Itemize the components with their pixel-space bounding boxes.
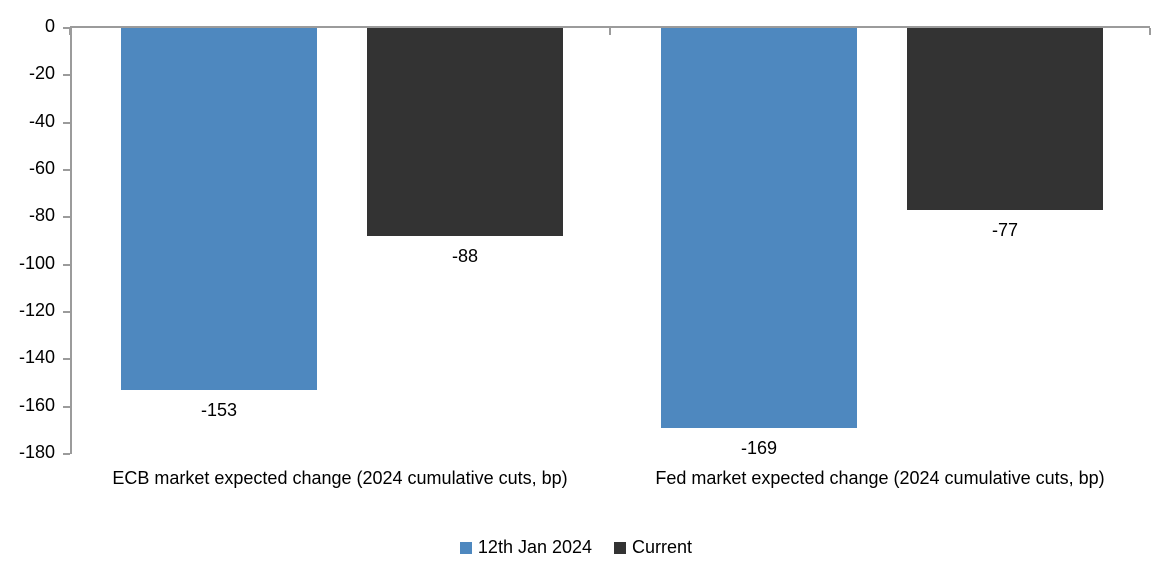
y-axis-tick xyxy=(63,263,70,266)
legend-swatch-series0 xyxy=(459,541,472,554)
y-tick-label: -160 xyxy=(18,394,55,415)
legend-label: Current xyxy=(632,537,693,557)
legend-label: 12th Jan 2024 xyxy=(477,537,593,557)
legend-item: 12th Jan 2024 xyxy=(459,537,593,558)
y-tick-label: -100 xyxy=(18,252,55,273)
y-tick-label: -140 xyxy=(18,347,55,368)
bar-series1-group1 xyxy=(907,28,1103,211)
y-tick-label: -20 xyxy=(28,63,55,84)
y-axis-tick xyxy=(63,311,70,313)
y-axis-tick xyxy=(63,405,70,408)
y-tick-label: -40 xyxy=(28,110,55,131)
y-axis-tick xyxy=(63,27,70,29)
x-axis-tick xyxy=(69,28,71,35)
bar-value-label: -77 xyxy=(991,220,1018,241)
y-tick-label: -180 xyxy=(18,442,55,462)
y-tick-label: 0 xyxy=(44,16,55,36)
x-axis-line xyxy=(70,26,1150,28)
y-axis-line xyxy=(70,28,72,454)
legend: 12th Jan 2024 Current xyxy=(0,537,1152,558)
legend-item: Current xyxy=(614,537,692,558)
legend-swatch-series1 xyxy=(614,541,627,554)
bar-value-label: -169 xyxy=(740,437,778,458)
category-label: ECB market expected change (2024 cumulat… xyxy=(112,468,568,488)
y-axis-tick xyxy=(63,216,70,219)
y-axis-tick xyxy=(63,74,70,77)
bar-series0-group0 xyxy=(121,28,317,391)
y-axis-tick xyxy=(63,358,70,361)
x-axis-tick xyxy=(1149,28,1151,35)
y-tick-label: -60 xyxy=(28,158,55,178)
bar-value-label: -88 xyxy=(451,246,478,267)
bar-series1-group0 xyxy=(367,28,563,237)
category-label: Fed market expected change (2024 cumulat… xyxy=(655,468,1105,488)
bar-value-label: -153 xyxy=(200,400,238,421)
y-axis-tick xyxy=(63,121,70,124)
y-tick-label: -120 xyxy=(18,300,55,320)
x-axis-tick xyxy=(609,28,611,35)
y-tick-label: -80 xyxy=(28,205,55,226)
y-axis-tick xyxy=(63,169,70,171)
bar-series0-group1 xyxy=(661,28,857,428)
y-axis-tick xyxy=(63,453,70,455)
